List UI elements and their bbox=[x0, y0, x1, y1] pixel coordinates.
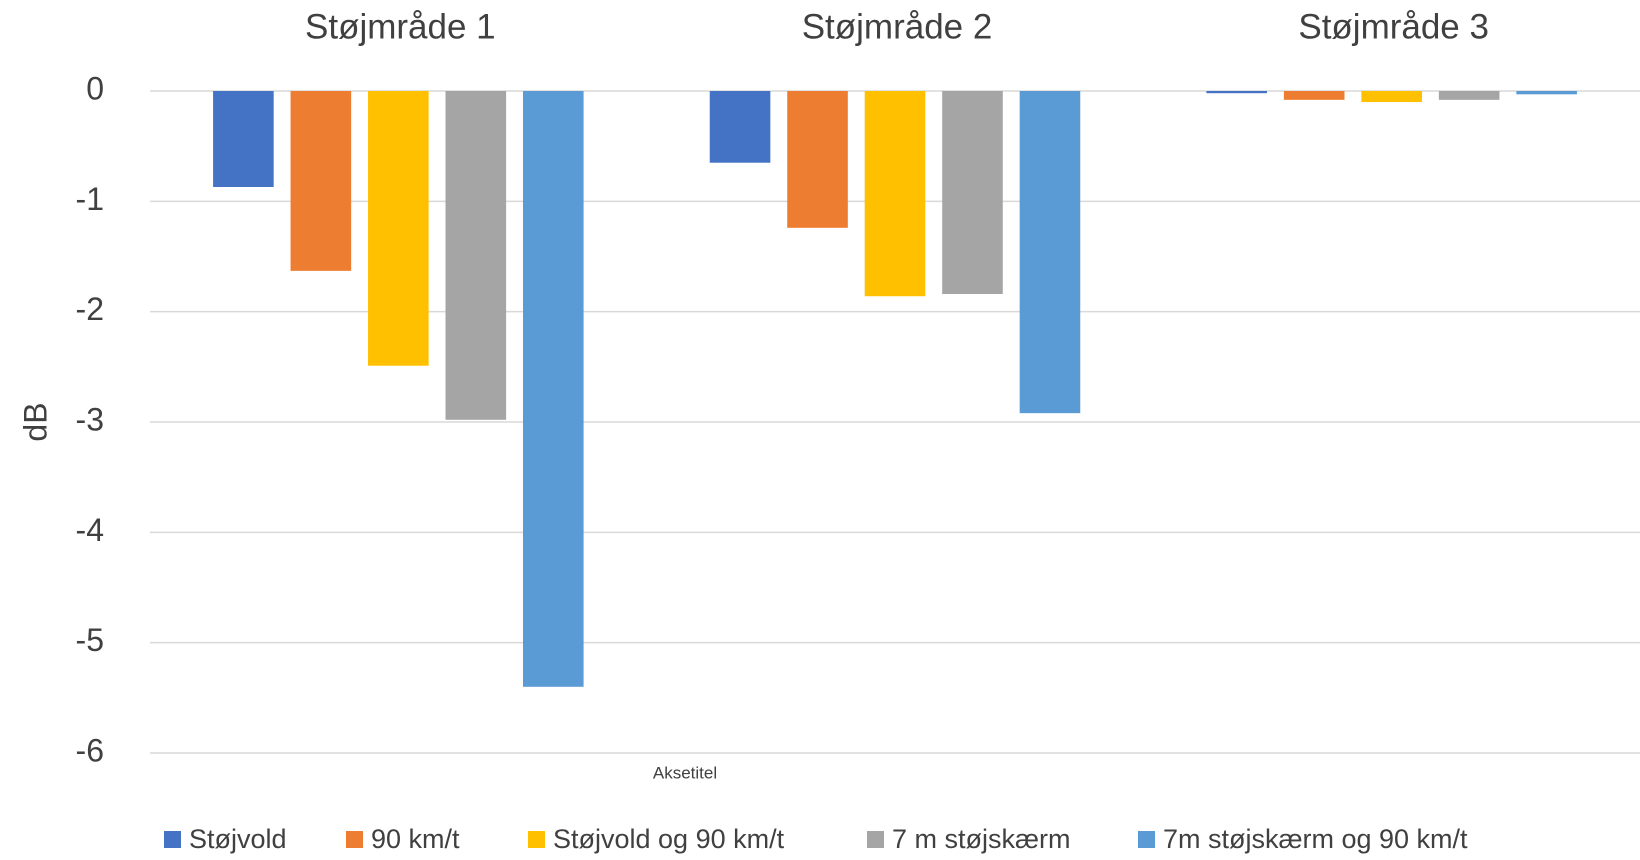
legend-label: 90 km/t bbox=[371, 824, 460, 854]
bar bbox=[368, 91, 429, 366]
y-tick-label: -5 bbox=[76, 622, 104, 658]
x-axis-title: Aksetitel bbox=[653, 763, 717, 782]
category-label: Støjmråde 2 bbox=[802, 7, 993, 46]
bar bbox=[1206, 91, 1268, 94]
y-tick-label: 0 bbox=[86, 70, 104, 106]
legend-swatch bbox=[528, 831, 545, 848]
legend-swatch bbox=[164, 831, 181, 848]
legend-label: Støjvold bbox=[189, 824, 287, 854]
category-label: Støjmråde 1 bbox=[305, 7, 496, 46]
y-tick-label: -4 bbox=[76, 512, 104, 548]
bar bbox=[1019, 91, 1081, 414]
bar bbox=[522, 91, 584, 687]
bar bbox=[787, 91, 848, 228]
y-tick-label: -6 bbox=[76, 732, 104, 768]
y-axis-title: dB bbox=[17, 402, 53, 441]
legend-swatch bbox=[867, 831, 884, 848]
bar bbox=[864, 91, 926, 297]
legend-swatch bbox=[1138, 831, 1155, 848]
y-tick-label: -3 bbox=[76, 401, 104, 437]
bar bbox=[709, 91, 771, 163]
bar bbox=[445, 91, 507, 420]
legend-label: 7 m støjskærm bbox=[892, 824, 1071, 854]
category-label: Støjmråde 3 bbox=[1298, 7, 1489, 46]
legend-label: 7m støjskærm og 90 km/t bbox=[1163, 824, 1468, 854]
bar bbox=[290, 91, 352, 271]
bar bbox=[1438, 91, 1500, 100]
bar bbox=[1516, 91, 1577, 95]
bar bbox=[213, 91, 274, 187]
legend-swatch bbox=[346, 831, 363, 848]
legend-label: Støjvold og 90 km/t bbox=[553, 824, 785, 854]
y-tick-label: -2 bbox=[76, 291, 104, 327]
bar bbox=[1283, 91, 1345, 100]
y-tick-label: -1 bbox=[76, 181, 104, 217]
bar bbox=[942, 91, 1003, 295]
bar bbox=[1361, 91, 1422, 103]
